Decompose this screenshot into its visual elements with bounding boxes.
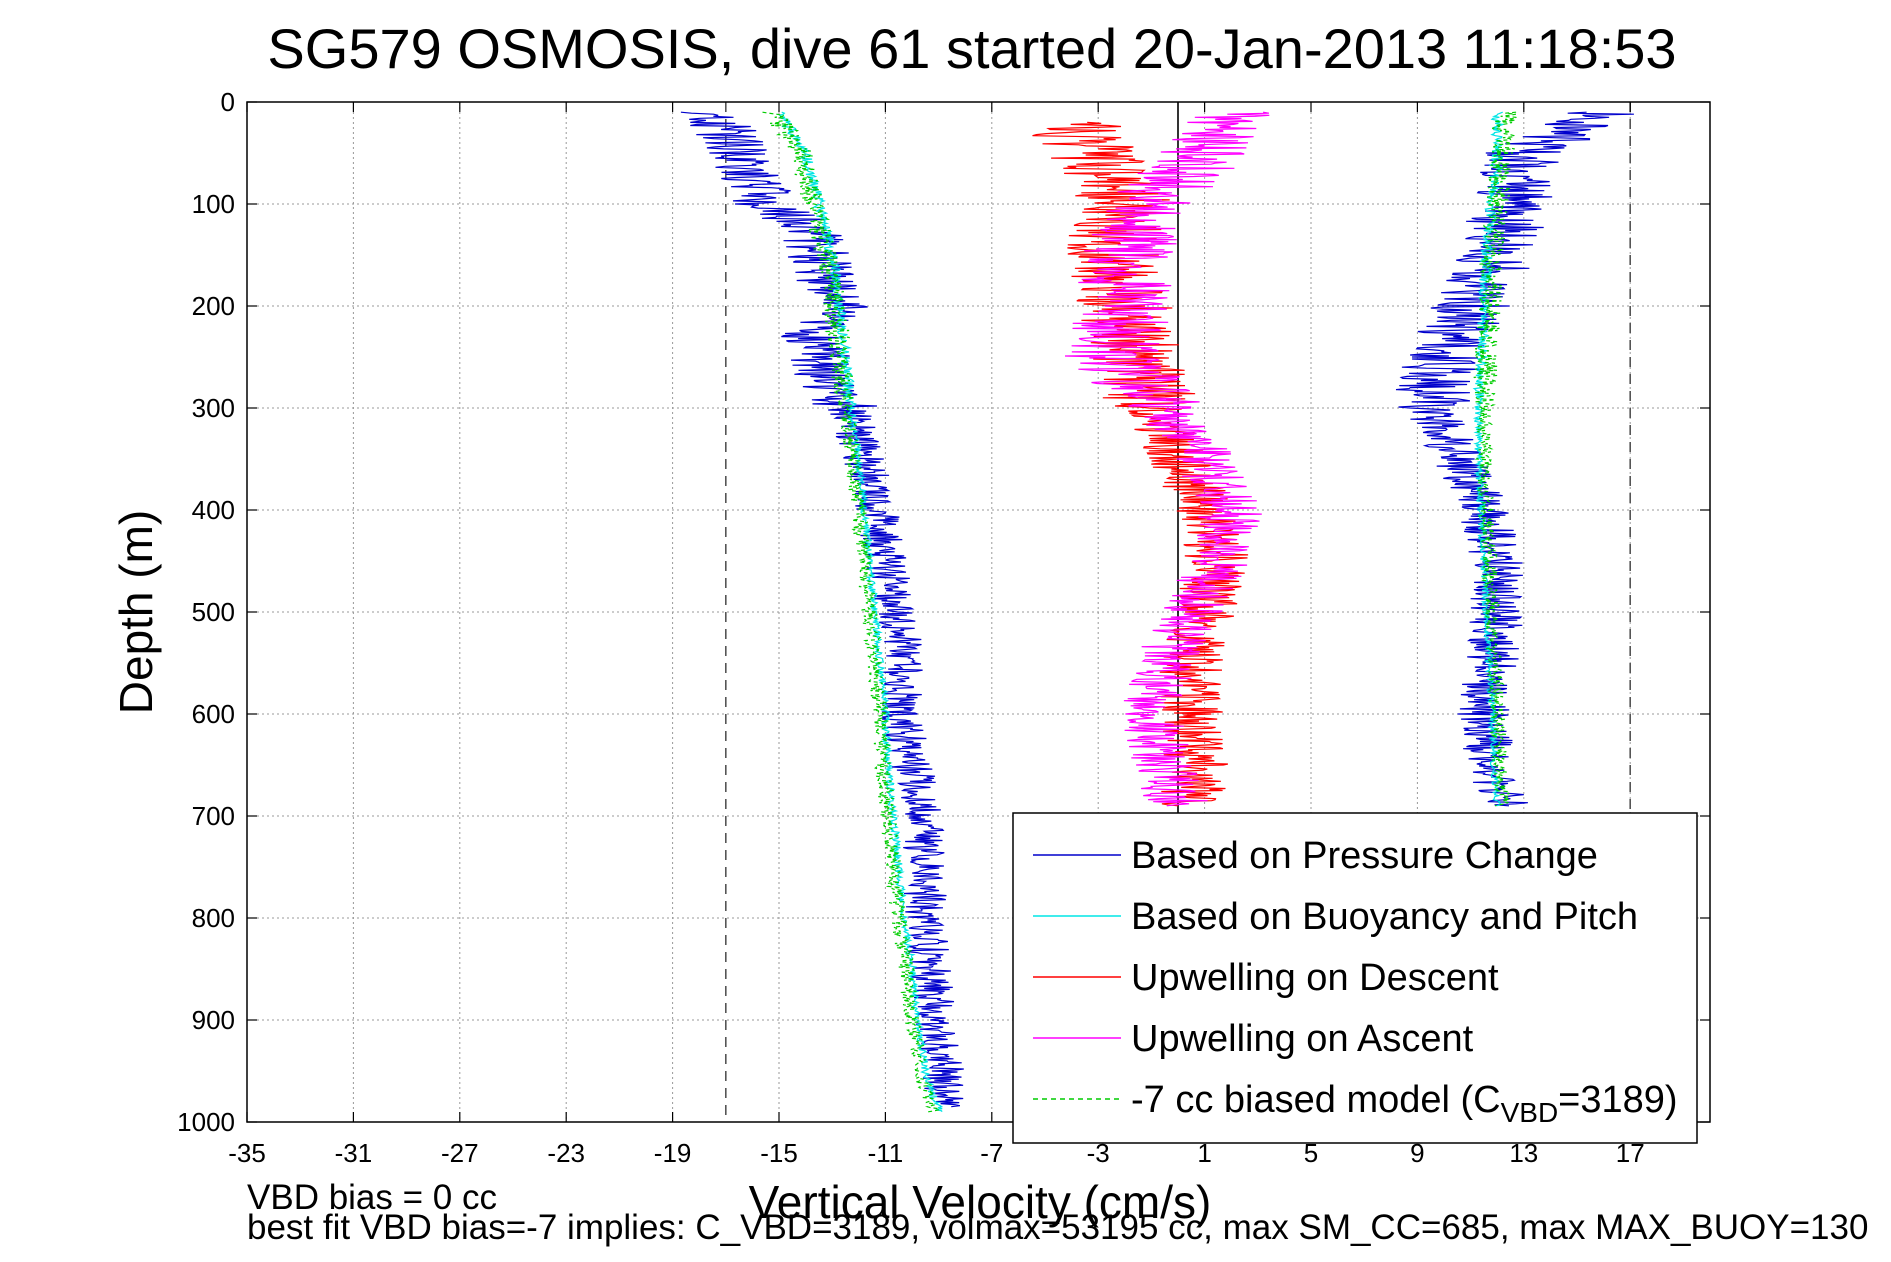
series-line-based-on-buoyancy-and-pitch-descent [778,111,944,1112]
series-line-upwelling-on-ascent [1064,111,1270,807]
y-tick-label: 100 [192,189,235,219]
x-tick-label: 9 [1410,1138,1424,1168]
y-tick-label: 600 [192,699,235,729]
data-series [680,111,1634,1113]
y-tick-label: 700 [192,801,235,831]
legend-label: Based on Buoyancy and Pitch [1131,896,1638,938]
y-tick-label: 200 [192,291,235,321]
x-tick-label: -19 [654,1138,692,1168]
x-tick-label: -31 [335,1138,373,1168]
legend-label-prefix: -7 cc biased model (C [1131,1079,1501,1121]
x-tick-label: -27 [441,1138,479,1168]
x-tick-label: 5 [1304,1138,1318,1168]
x-tick-label: -11 [868,1138,904,1168]
y-tick-label: 1000 [177,1107,235,1137]
y-tick-label: 800 [192,903,235,933]
y-tick-label: 900 [192,1005,235,1035]
y-tick-label: 0 [221,87,235,117]
legend-label-suffix: =3189) [1558,1079,1677,1121]
axis-ticks: -35 -31 -27 -23 -19 -15 -11 -7 -3 1 5 9 13 1701002003… [177,87,1710,1168]
x-tick-label: -3 [1087,1138,1110,1168]
legend-label: -7 cc biased model (CVBD=3189) [1131,1079,1678,1128]
x-tick-label: -15 [760,1138,798,1168]
series-line--7-cc-biased-model-ascent [1473,111,1518,807]
series-line-based-on-pressure-change-ascent [1395,111,1634,807]
best-fit-note: best fit VBD bias=-7 implies: C_VBD=3189… [247,1208,1869,1247]
series-line-upwelling-on-descent [1032,121,1249,807]
x-tick-label: -23 [547,1138,585,1168]
x-tick-label: -7 [980,1138,1003,1168]
x-tick-label: 1 [1197,1138,1211,1168]
vbd-bias-note: VBD bias = 0 cc [247,1178,497,1217]
legend-label: Upwelling on Descent [1131,957,1499,999]
y-tick-label: 300 [192,393,235,423]
y-tick-label: 400 [192,495,235,525]
y-tick-label: 500 [192,597,235,627]
legend-label: Upwelling on Ascent [1131,1018,1474,1060]
x-tick-label: -35 [228,1138,266,1168]
y-axis-label: Depth (m) [110,510,162,714]
legend-label-subscript: VBD [1501,1097,1559,1128]
legend: Based on Pressure Change Based on Buoyanc… [1012,812,1698,1144]
legend-box [1012,812,1698,1144]
series-line--7-cc-biased-model-descent [762,111,940,1113]
chart-title: SG579 OSMOSIS, dive 61 started 20-Jan-20… [267,17,1676,80]
x-axis-label: Vertical Velocity (cm/s) [749,1176,1212,1228]
legend-label: Based on Pressure Change [1131,835,1598,877]
